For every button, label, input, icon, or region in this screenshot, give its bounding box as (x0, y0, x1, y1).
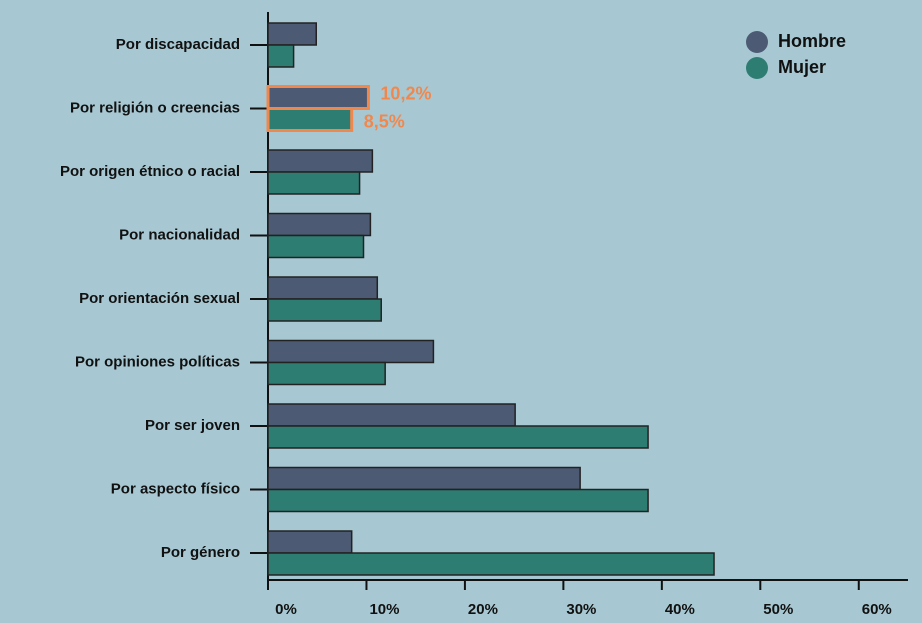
x-tick-label: 50% (763, 601, 793, 618)
legend-marker (746, 57, 768, 79)
x-tick-label: 40% (665, 601, 695, 618)
y-tick-label: Por orientación sexual (79, 290, 240, 307)
y-tick-label: Por opiniones políticas (75, 353, 240, 370)
y-tick-label: Por origen étnico o racial (60, 163, 240, 180)
y-tick-label: Por religión o creencias (70, 99, 240, 116)
y-tick-label: Por ser joven (145, 417, 240, 434)
data-label: 10,2% (380, 83, 431, 103)
data-label: 8,5% (364, 111, 405, 131)
bar (267, 530, 353, 554)
y-tick-label: Por discapacidad (116, 36, 240, 53)
bar (267, 276, 379, 300)
bar (267, 466, 581, 491)
bar (267, 171, 361, 195)
bar (267, 22, 317, 46)
bar (267, 425, 649, 449)
bar (267, 298, 382, 322)
legend-label: Mujer (778, 57, 826, 77)
x-tick-label: 20% (468, 601, 498, 618)
bar (267, 403, 516, 427)
bar (267, 361, 386, 386)
bar (267, 234, 365, 259)
bar (267, 488, 649, 513)
y-tick-label: Por género (161, 544, 240, 561)
bar (267, 212, 372, 237)
bar (266, 85, 370, 110)
legend-label: Hombre (778, 31, 846, 51)
x-tick-label: 30% (566, 601, 596, 618)
bar (267, 149, 374, 173)
y-tick-label: Por aspecto físico (111, 480, 240, 497)
bar (267, 44, 295, 68)
bar (267, 339, 435, 364)
x-tick-label: 60% (862, 601, 892, 618)
legend-marker (746, 31, 768, 53)
x-tick-label: 0% (275, 601, 297, 618)
y-tick-label: Por nacionalidad (119, 226, 240, 243)
x-tick-label: 10% (369, 601, 399, 618)
bar (267, 552, 715, 576)
bar (266, 107, 354, 132)
